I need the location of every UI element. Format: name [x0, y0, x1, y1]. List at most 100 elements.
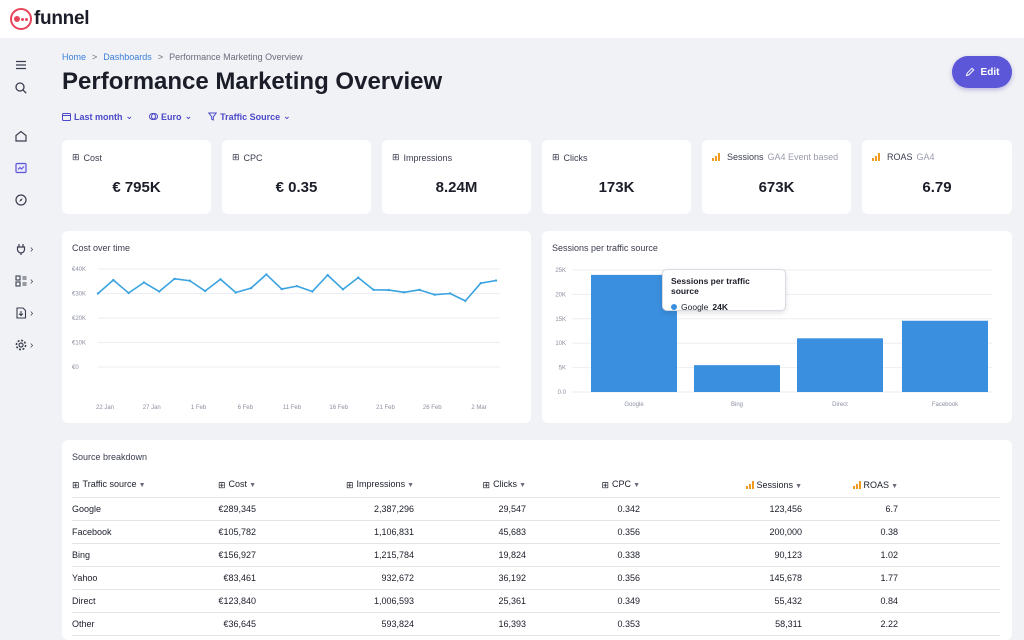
- traffic-source-filter[interactable]: Traffic Source ⌄: [208, 111, 291, 122]
- x-tick-label: 2 Mar: [471, 405, 486, 411]
- analytics-icon: [852, 481, 861, 490]
- x-tick-label: 21 Feb: [376, 405, 395, 411]
- table-cell: 1,215,784: [256, 543, 414, 567]
- app-name: funnel: [34, 8, 90, 29]
- search-icon[interactable]: [14, 79, 40, 97]
- bar[interactable]: [902, 320, 988, 392]
- table-cell: 1.02: [802, 543, 898, 567]
- x-tick-label: Google: [624, 402, 644, 408]
- column-header-impressions[interactable]: ⊞ Impressions ▼: [256, 474, 414, 498]
- analytics-icon: [745, 481, 754, 490]
- table-cell: €83,461: [162, 566, 256, 590]
- table-cell: 200,000: [640, 520, 802, 544]
- line-point[interactable]: [280, 287, 283, 291]
- chevron-down-icon: ⌄: [125, 111, 134, 121]
- kpi-card-clicks[interactable]: ⊞ Clicks 173K: [542, 140, 691, 214]
- dimension-icon: ⊞: [72, 152, 80, 162]
- kpi-card-roas[interactable]: ROAS GA4 6.79: [862, 140, 1012, 214]
- cost-series-line[interactable]: [97, 273, 497, 302]
- dimension-icon: ⊞: [218, 480, 226, 491]
- kpi-value: € 795K: [112, 179, 161, 196]
- filter-bar: Last month ⌄ Euro ⌄ Traffic Source ⌄: [62, 111, 291, 122]
- line-point[interactable]: [341, 288, 345, 291]
- line-point[interactable]: [249, 286, 253, 290]
- line-point[interactable]: [433, 293, 436, 296]
- y-tick-label: 25K: [555, 268, 566, 274]
- line-point[interactable]: [219, 278, 222, 281]
- line-point[interactable]: [357, 276, 360, 279]
- line-point[interactable]: [464, 299, 467, 303]
- bar[interactable]: [694, 365, 780, 392]
- table-row[interactable]: Bing €156,927 1,215,784 19,824 0.338 90,123 1.…: [72, 543, 1000, 567]
- connectors-plug-icon[interactable]: ›: [14, 240, 40, 258]
- currency-filter-label: Euro: [161, 111, 182, 122]
- currency-filter[interactable]: Euro ⌄: [149, 111, 192, 122]
- line-point[interactable]: [158, 290, 161, 293]
- explore-compass-icon[interactable]: [14, 191, 40, 209]
- settings-gear-icon[interactable]: ›: [14, 336, 40, 354]
- column-header-sessions[interactable]: Sessions ▼: [640, 474, 802, 498]
- sessions-bar-chart[interactable]: 25K 20K 15K 10K 5K 0.0 Google Bing Direct Faceboo…: [542, 231, 1012, 423]
- table-row[interactable]: Yahoo €83,461 932,672 36,192 0.356 145,678 1.7…: [72, 566, 1000, 590]
- table-cell: 2,387,296: [256, 497, 414, 521]
- breadcrumb-home[interactable]: Home: [62, 52, 87, 62]
- line-point[interactable]: [295, 284, 299, 288]
- column-header-traffic-source[interactable]: ⊞ Traffic source ▼: [72, 474, 162, 498]
- line-point[interactable]: [479, 282, 482, 285]
- line-point[interactable]: [96, 292, 100, 295]
- line-point[interactable]: [265, 273, 268, 276]
- column-header-clicks[interactable]: ⊞ Clicks ▼: [414, 474, 526, 498]
- table-row[interactable]: Facebook €105,782 1,106,831 45,683 0.356 200,…: [72, 520, 1000, 544]
- table-row[interactable]: Google €289,345 2,387,296 29,547 0.342 123,45…: [72, 497, 1000, 521]
- table-cell: €105,782: [162, 520, 256, 544]
- line-point[interactable]: [448, 292, 452, 295]
- kpi-sublabel: GA4: [916, 152, 935, 162]
- date-filter[interactable]: Last month ⌄: [62, 111, 133, 122]
- export-icon[interactable]: ›: [14, 304, 40, 322]
- line-point[interactable]: [494, 279, 498, 282]
- kpi-card-cpc[interactable]: ⊞ CPC € 0.35: [222, 140, 371, 214]
- table-header-row: ⊞ Traffic source ▼ ⊞ Cost ▼ ⊞ Impressions ▼ ⊞ C…: [72, 474, 1000, 498]
- kpi-card-impressions[interactable]: ⊞ Impressions 8.24M: [382, 140, 531, 214]
- table-row[interactable]: Other €36,645 593,824 16,393 0.353 58,311 2.22: [72, 612, 1000, 636]
- column-header-cpc[interactable]: ⊞ CPC ▼: [526, 474, 640, 498]
- y-tick-label: 15K: [555, 317, 566, 323]
- home-icon[interactable]: [14, 127, 40, 145]
- table-cell: 6.7: [802, 497, 898, 521]
- edit-button[interactable]: Edit: [952, 56, 1012, 88]
- funnel-logo[interactable]: funnel: [10, 8, 90, 30]
- line-point[interactable]: [418, 288, 421, 292]
- line-point[interactable]: [142, 281, 146, 284]
- cost-line-chart[interactable]: €40K €30K €20K €10K €0 22 Jan 27 Jan 1 Feb 6 Feb…: [62, 231, 531, 423]
- column-header-cost[interactable]: ⊞ Cost ▼: [162, 474, 256, 498]
- kpi-value: 8.24M: [435, 179, 478, 196]
- line-point[interactable]: [173, 277, 176, 280]
- line-point[interactable]: [127, 291, 130, 295]
- line-point[interactable]: [372, 288, 375, 292]
- menu-icon[interactable]: [14, 56, 40, 74]
- column-header-roas[interactable]: ROAS ▼: [802, 474, 898, 498]
- line-point[interactable]: [387, 288, 391, 292]
- chart-title: Sessions per traffic source: [552, 243, 658, 253]
- kpi-card-sessions[interactable]: Sessions GA4 Event based 673K: [702, 140, 851, 214]
- dashboards-icon[interactable]: [14, 159, 40, 177]
- table-cell: Bing: [72, 543, 162, 567]
- breadcrumb-dashboards[interactable]: Dashboards: [103, 52, 152, 62]
- line-point[interactable]: [311, 290, 314, 293]
- line-point[interactable]: [188, 279, 192, 282]
- table-row[interactable]: Direct €123,840 1,006,593 25,361 0.349 55,432…: [72, 589, 1000, 613]
- kpi-card-cost[interactable]: ⊞ Cost € 795K: [62, 140, 211, 214]
- tooltip-title: Sessions per traffic source: [671, 276, 750, 296]
- dimension-icon: ⊞: [346, 480, 354, 491]
- line-point[interactable]: [112, 278, 115, 282]
- table-cell: 0.338: [526, 543, 640, 567]
- line-point[interactable]: [203, 289, 207, 293]
- line-point[interactable]: [326, 273, 329, 277]
- data-model-icon[interactable]: ›: [14, 272, 40, 290]
- breadcrumb-separator: >: [92, 52, 98, 62]
- line-point[interactable]: [234, 291, 237, 294]
- table-title: Source breakdown: [72, 452, 148, 462]
- bar[interactable]: [797, 338, 883, 392]
- line-point[interactable]: [402, 291, 406, 294]
- table-cell: 932,672: [256, 566, 414, 590]
